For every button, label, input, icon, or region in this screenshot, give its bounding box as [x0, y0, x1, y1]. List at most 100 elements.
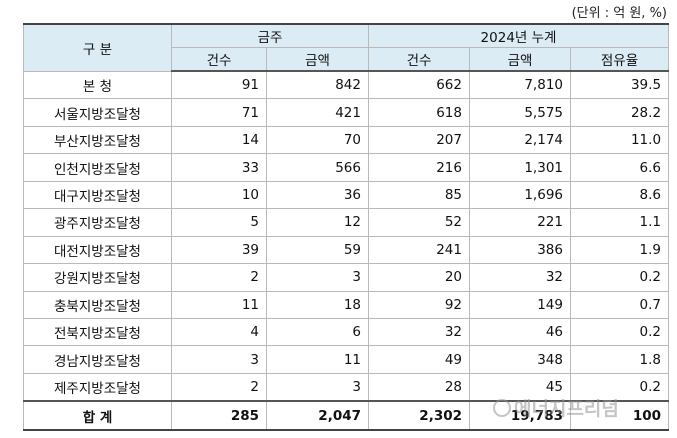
cell-ytd-amount: 386 [469, 235, 571, 265]
row-label: 서울지방조달청 [23, 98, 172, 127]
row-label: 부산지방조달청 [23, 125, 172, 155]
row-label: 광주지방조달청 [23, 208, 172, 237]
cell-ytd-amount: 19,783 [469, 400, 571, 431]
table-row: 강원지방조달청 2 3 20 32 0.2 [23, 263, 670, 292]
cell-ytd-count: 2,302 [368, 400, 470, 431]
row-label: 전북지방조달청 [23, 317, 172, 347]
cell-week-amount: 36 [266, 180, 369, 210]
cell-share: 11.0 [569, 125, 670, 155]
cell-week-count: 11 [171, 290, 267, 319]
table-row: 대전지방조달청 39 59 241 386 1.9 [23, 235, 670, 265]
cell-ytd-amount: 221 [469, 208, 571, 237]
cell-week-count: 14 [171, 125, 267, 155]
cell-share: 1.8 [569, 345, 670, 374]
cell-week-amount: 3 [266, 263, 369, 292]
header-week-count: 건수 [171, 47, 267, 72]
table-row: 인천지방조달청 33 566 216 1,301 6.6 [23, 153, 670, 182]
cell-week-count: 2 [171, 263, 267, 292]
cell-ytd-amount: 348 [469, 345, 571, 374]
cell-share: 28.2 [569, 98, 670, 127]
cell-ytd-count: 92 [368, 290, 470, 319]
cell-week-amount: 421 [266, 98, 369, 127]
header-ytd-count: 건수 [368, 47, 470, 72]
cell-ytd-count: 20 [368, 263, 470, 292]
cell-share: 100 [569, 400, 670, 431]
unit-note: (단위 : 억 원, %) [571, 6, 667, 21]
table-row: 경남지방조달청 3 11 49 348 1.8 [23, 345, 670, 374]
table-row: 서울지방조달청 71 421 618 5,575 28.2 [23, 98, 670, 127]
cell-week-amount: 2,047 [266, 400, 369, 431]
cell-week-amount: 842 [266, 70, 369, 100]
cell-ytd-amount: 2,174 [469, 125, 571, 155]
cell-ytd-count: 662 [368, 70, 470, 100]
header-week-amount: 금액 [266, 47, 369, 72]
cell-ytd-count: 207 [368, 125, 470, 155]
row-label: 강원지방조달청 [23, 263, 172, 292]
cell-ytd-count: 49 [368, 345, 470, 374]
row-label: 제주지방조달청 [23, 372, 172, 402]
cell-ytd-amount: 1,696 [469, 180, 571, 210]
cell-share: 1.9 [569, 235, 670, 265]
cell-ytd-count: 28 [368, 372, 470, 402]
cell-week-amount: 6 [266, 317, 369, 347]
cell-ytd-amount: 7,810 [469, 70, 571, 100]
cell-week-amount: 566 [266, 153, 369, 182]
cell-share: 0.2 [569, 372, 670, 402]
cell-ytd-count: 52 [368, 208, 470, 237]
cell-ytd-count: 85 [368, 180, 470, 210]
cell-week-count: 39 [171, 235, 267, 265]
table-row: 전북지방조달청 4 6 32 46 0.2 [23, 317, 670, 347]
cell-share: 39.5 [569, 70, 670, 100]
cell-week-count: 5 [171, 208, 267, 237]
cell-week-count: 4 [171, 317, 267, 347]
header-ytd-2024: 2024년 누계 [367, 23, 670, 48]
header-ytd-amount: 금액 [469, 47, 571, 72]
row-label: 본 청 [23, 70, 172, 100]
header-share: 점유율 [569, 47, 670, 72]
cell-week-amount: 11 [266, 345, 369, 374]
cell-week-count: 2 [171, 372, 267, 402]
cell-week-count: 91 [171, 70, 267, 100]
table-row: 제주지방조달청 2 3 28 45 0.2 [23, 372, 670, 402]
cell-share: 6.6 [569, 153, 670, 182]
table-row: 충북지방조달청 11 18 92 149 0.7 [23, 290, 670, 319]
cell-ytd-amount: 5,575 [469, 98, 571, 127]
row-label: 합 계 [23, 400, 172, 431]
cell-share: 0.2 [569, 317, 670, 347]
table-row: 대구지방조달청 10 36 85 1,696 8.6 [23, 180, 670, 210]
cell-week-amount: 59 [266, 235, 369, 265]
table-body: 본 청 91 842 662 7,810 39.5 서울지방조달청 71 421 618 5,575… [23, 70, 670, 431]
total-row: 합 계 285 2,047 2,302 19,783 100 [23, 400, 670, 431]
cell-ytd-amount: 1,301 [469, 153, 571, 182]
cell-ytd-count: 241 [368, 235, 470, 265]
cell-week-count: 285 [171, 400, 267, 431]
cell-week-count: 3 [171, 345, 267, 374]
row-label: 충북지방조달청 [23, 290, 172, 319]
row-label: 경남지방조달청 [23, 345, 172, 374]
row-label: 인천지방조달청 [23, 153, 172, 182]
procurement-table: 구 분 금주 2024년 누계 건수 금액 건수 금액 점유율 본 청 91 842… [23, 23, 670, 431]
cell-week-count: 71 [171, 98, 267, 127]
cell-ytd-amount: 45 [469, 372, 571, 402]
row-label: 대구지방조달청 [23, 180, 172, 210]
cell-ytd-count: 216 [368, 153, 470, 182]
row-label: 대전지방조달청 [23, 235, 172, 265]
cell-share: 0.7 [569, 290, 670, 319]
table-row: 광주지방조달청 5 12 52 221 1.1 [23, 208, 670, 237]
cell-share: 8.6 [569, 180, 670, 210]
cell-week-amount: 18 [266, 290, 369, 319]
cell-week-count: 10 [171, 180, 267, 210]
cell-ytd-amount: 46 [469, 317, 571, 347]
header-this-week: 금주 [171, 23, 369, 48]
table-row: 부산지방조달청 14 70 207 2,174 11.0 [23, 125, 670, 155]
cell-week-amount: 12 [266, 208, 369, 237]
cell-share: 1.1 [569, 208, 670, 237]
cell-share: 0.2 [569, 263, 670, 292]
cell-ytd-amount: 149 [469, 290, 571, 319]
cell-week-amount: 3 [266, 372, 369, 402]
cell-week-amount: 70 [266, 125, 369, 155]
table-row: 본 청 91 842 662 7,810 39.5 [23, 70, 670, 100]
cell-ytd-count: 32 [368, 317, 470, 347]
cell-week-count: 33 [171, 153, 267, 182]
header-category: 구 분 [23, 23, 172, 72]
